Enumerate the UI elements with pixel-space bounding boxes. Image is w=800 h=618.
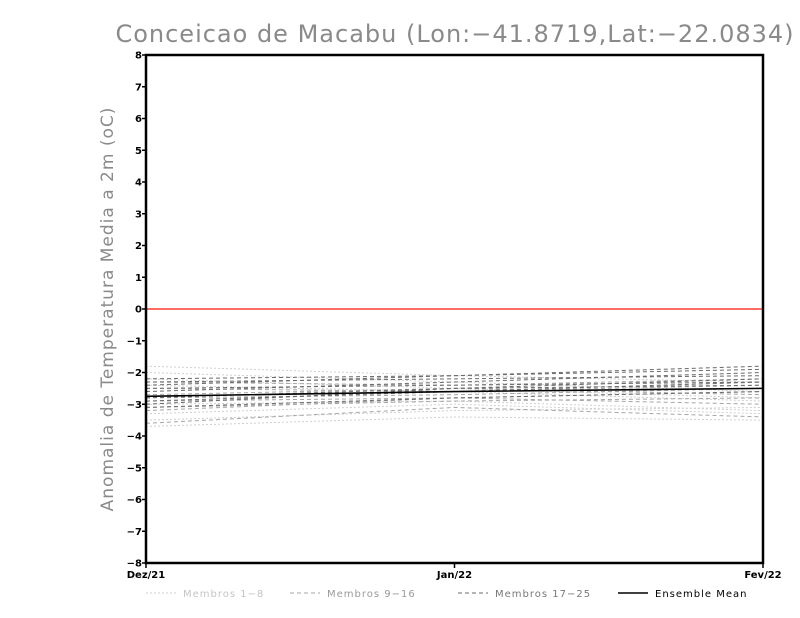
x-tick-label: Fev/22	[744, 570, 781, 581]
y-tick-label: −1	[127, 336, 142, 347]
y-tick-label: −8	[127, 559, 142, 570]
y-tick-label: 1	[135, 273, 142, 284]
y-tick-label: 3	[135, 209, 142, 220]
y-tick-label: 4	[135, 178, 142, 189]
member-line-g1-5	[145, 406, 764, 421]
legend-label: Ensemble Mean	[655, 589, 747, 600]
y-tick-label: 8	[135, 51, 142, 62]
y-tick-label: −5	[127, 463, 142, 474]
chart-title: Conceicao de Macabu (Lon:−41.8719,Lat:−2…	[115, 20, 794, 48]
legend-label: Membros 17−25	[495, 589, 591, 600]
y-tick-label: 2	[135, 241, 142, 252]
member-line-g3-9	[145, 375, 764, 383]
y-tick-label: −6	[127, 495, 142, 506]
y-tick-label: 0	[135, 305, 142, 316]
member-line-g3-5	[145, 372, 764, 393]
y-tick-label: 5	[135, 146, 142, 157]
y-tick-label: −7	[127, 527, 142, 538]
y-tick-label: −3	[127, 400, 142, 411]
legend-label: Membros 1−8	[183, 589, 264, 600]
member-line-g1-1	[145, 365, 764, 383]
member-line-g1-3	[145, 403, 764, 415]
member-line-g3-3	[145, 368, 764, 380]
y-axis-label: Anomalia de Temperatura Media a 2m (oC)	[98, 107, 118, 512]
legend: Membros 1−8 Membros 9−16 Membros 17−25 Ense…	[146, 589, 747, 600]
x-tick-label: Jan/22	[436, 570, 472, 581]
member-line-g3-7	[145, 381, 764, 389]
x-tick-label: Dez/21	[127, 570, 166, 581]
ensemble-mean-line	[145, 387, 764, 398]
y-tick-label: −4	[127, 432, 142, 443]
plot-area	[145, 308, 764, 427]
member-line-g3-6	[145, 391, 764, 408]
legend-label: Membros 9−16	[327, 589, 416, 600]
member-line-g1-2	[145, 416, 764, 427]
y-tick-label: −2	[127, 368, 142, 379]
y-tick-label: 7	[135, 82, 142, 93]
member-line-g2-4	[145, 406, 764, 424]
y-tick-label: 6	[135, 114, 142, 125]
member-line-g2-7	[145, 397, 764, 408]
member-line-g2-3	[145, 387, 764, 399]
member-line-g3-8	[145, 384, 764, 399]
